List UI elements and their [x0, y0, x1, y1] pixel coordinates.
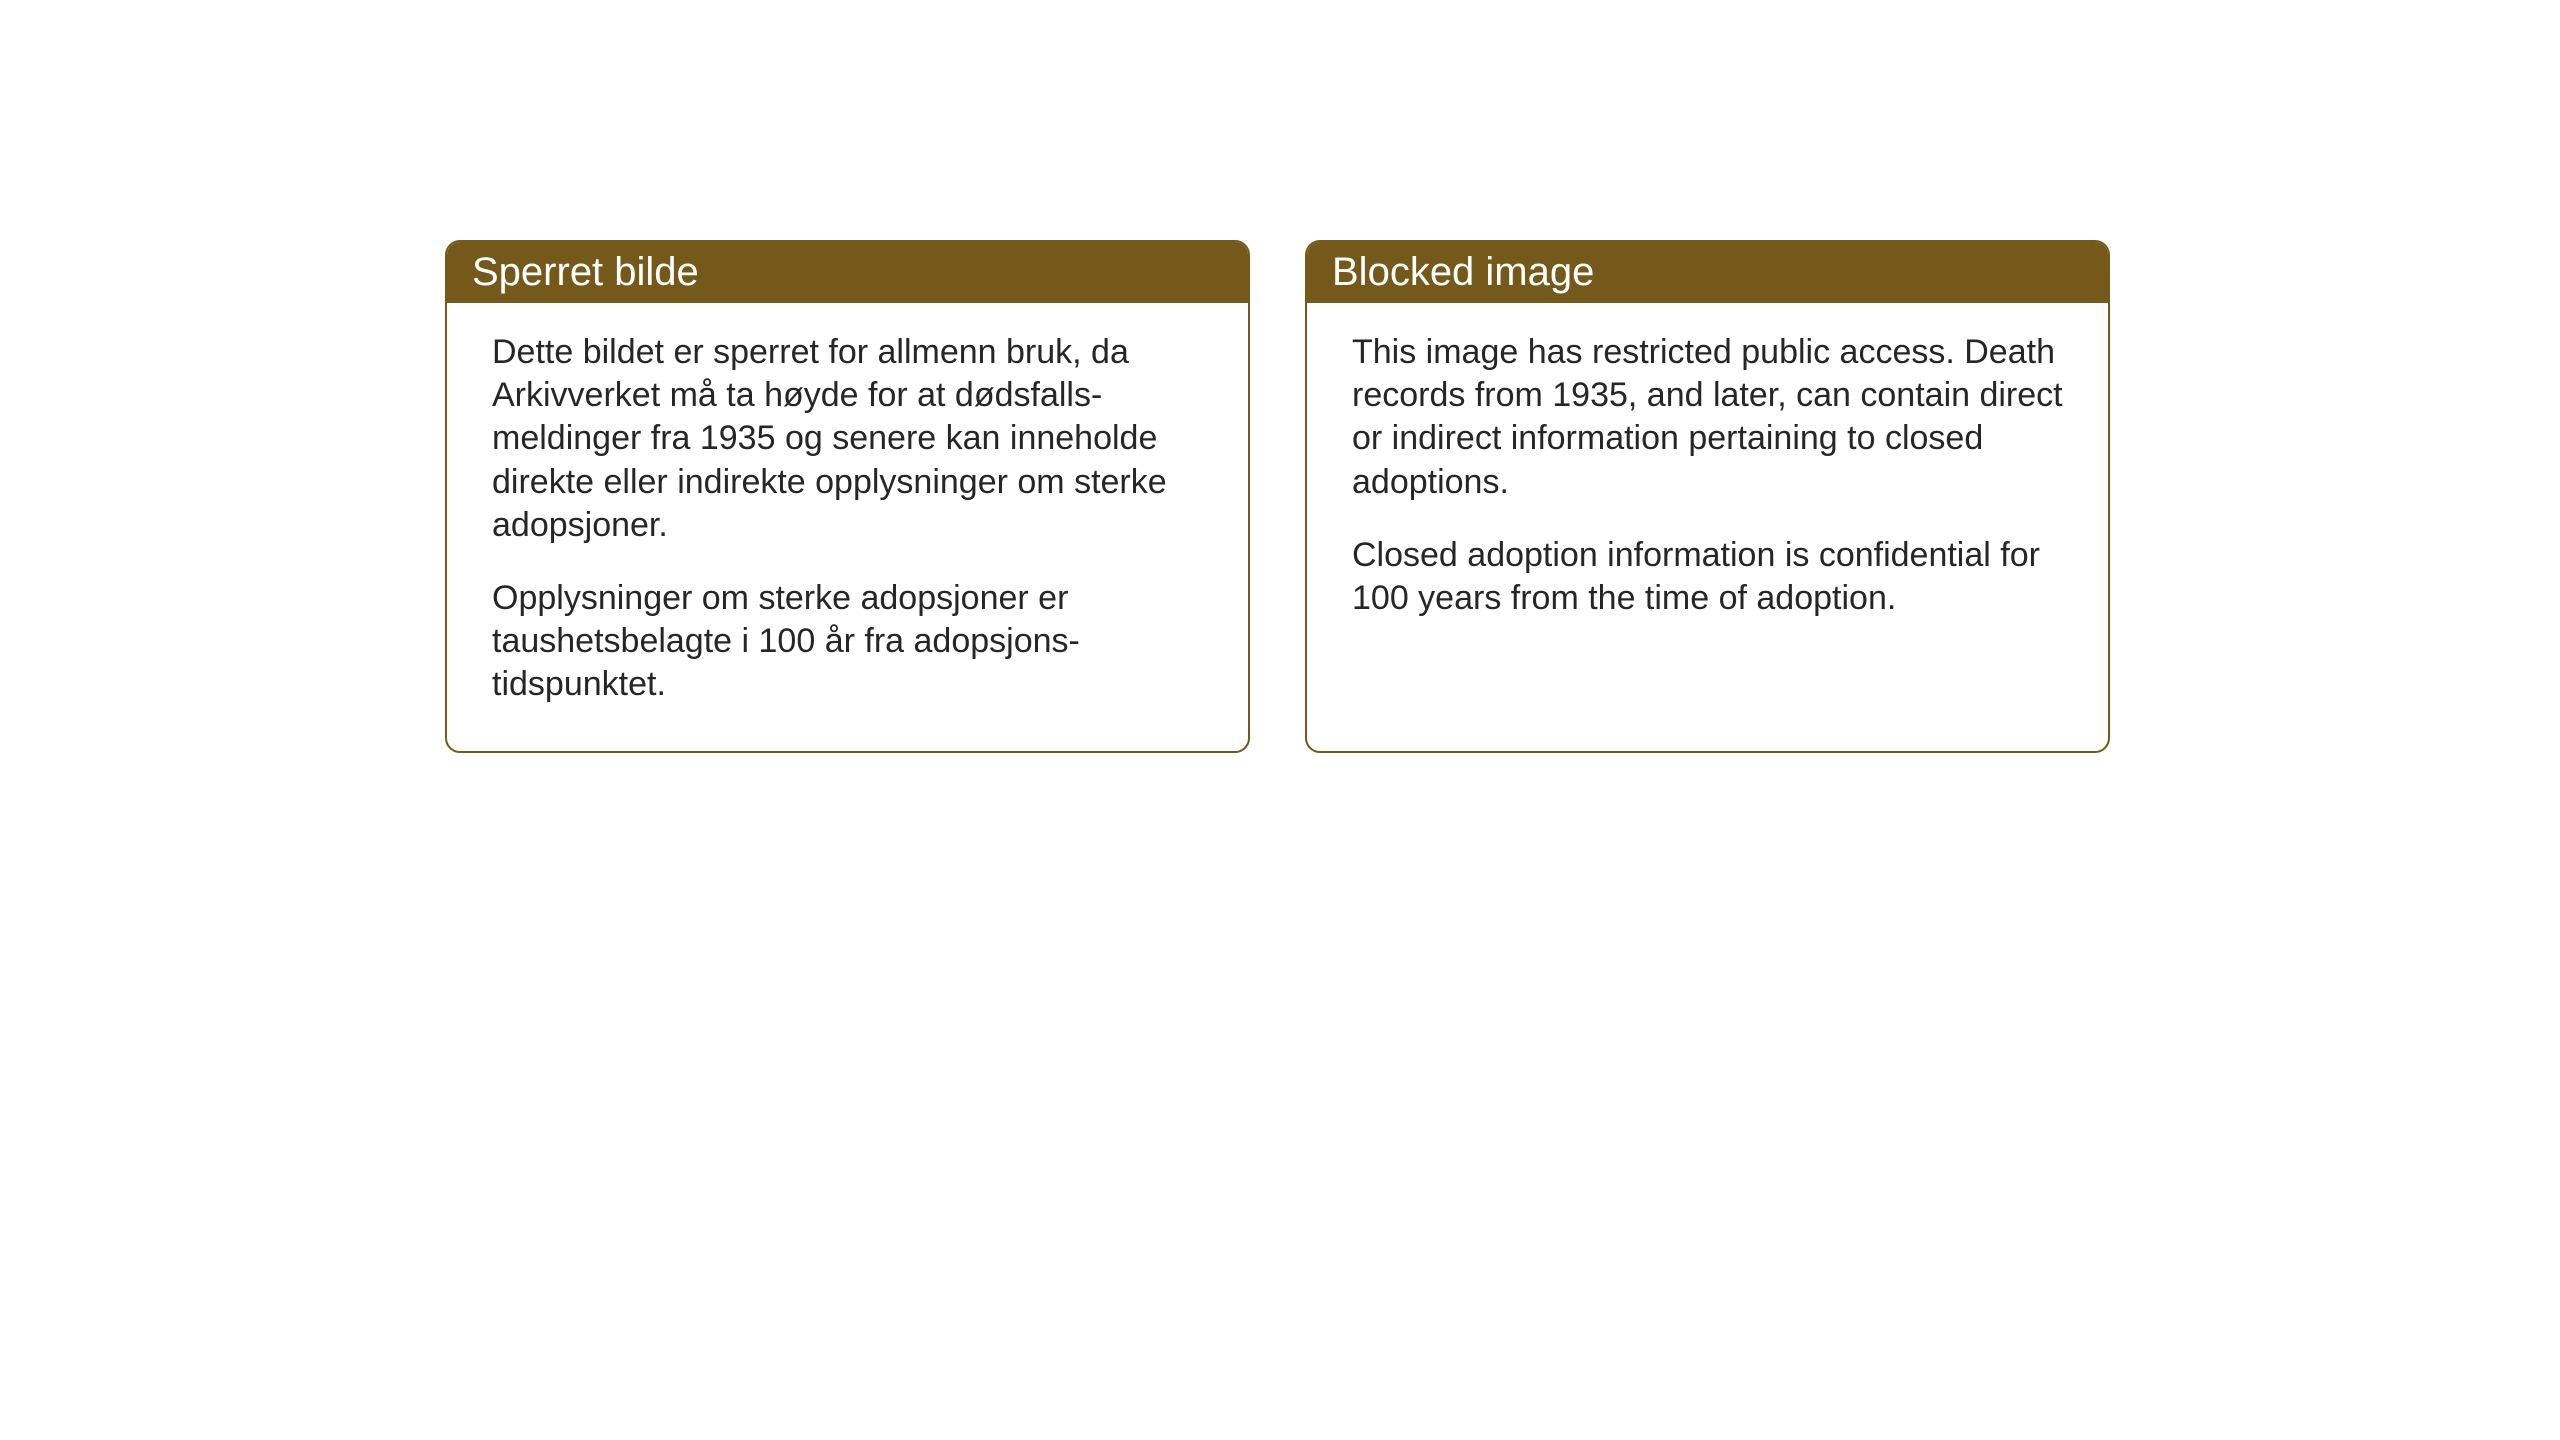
- english-paragraph-1: This image has restricted public access.…: [1352, 331, 2063, 504]
- english-card-body: This image has restricted public access.…: [1307, 303, 2108, 658]
- english-notice-card: Blocked image This image has restricted …: [1305, 240, 2110, 753]
- notice-container: Sperret bilde Dette bildet er sperret fo…: [445, 240, 2110, 753]
- norwegian-paragraph-1: Dette bildet er sperret for allmenn bruk…: [492, 331, 1203, 547]
- english-card-title: Blocked image: [1307, 242, 2108, 303]
- norwegian-card-title: Sperret bilde: [447, 242, 1248, 303]
- norwegian-notice-card: Sperret bilde Dette bildet er sperret fo…: [445, 240, 1250, 753]
- english-paragraph-2: Closed adoption information is confident…: [1352, 534, 2063, 620]
- norwegian-paragraph-2: Opplysninger om sterke adopsjoner er tau…: [492, 577, 1203, 707]
- norwegian-card-body: Dette bildet er sperret for allmenn bruk…: [447, 303, 1248, 744]
